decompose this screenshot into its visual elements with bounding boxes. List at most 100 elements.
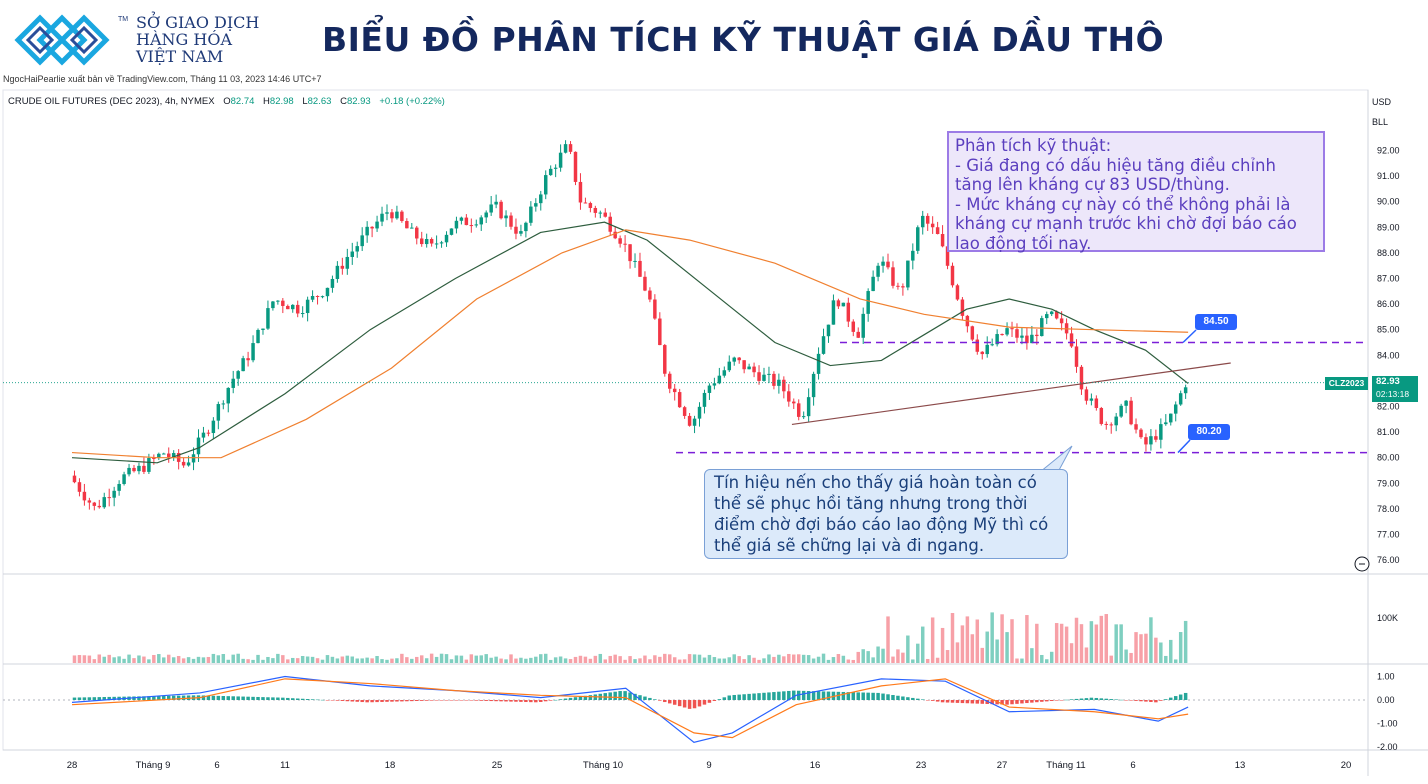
- candle-down: [568, 141, 573, 155]
- candle-up: [916, 225, 920, 254]
- candle-body: [945, 246, 950, 266]
- candle-down: [658, 312, 662, 346]
- candle-up: [697, 402, 702, 427]
- candle-body: [866, 291, 870, 314]
- histogram-bar: [454, 700, 459, 701]
- candle-down: [429, 237, 434, 247]
- candle-down: [792, 398, 796, 409]
- candle-body: [87, 500, 92, 503]
- candle-down: [623, 235, 627, 253]
- volume-bar: [975, 619, 980, 663]
- candle-body: [692, 418, 697, 426]
- volume-bar: [157, 654, 161, 663]
- candle-body: [350, 251, 355, 257]
- histogram-bar: [1025, 700, 1029, 704]
- volume-bar: [1054, 623, 1059, 663]
- histogram-bar: [955, 700, 960, 703]
- candle-down: [281, 298, 285, 314]
- candle-down: [752, 362, 756, 378]
- histogram-bar: [1010, 700, 1014, 705]
- candle-down: [1025, 327, 1029, 350]
- candle-body: [1173, 404, 1178, 414]
- candle-body: [410, 227, 414, 229]
- candle-body: [1010, 328, 1014, 330]
- candle-body: [295, 304, 300, 314]
- volume-bar: [1134, 632, 1138, 663]
- volume-bar: [246, 659, 250, 663]
- open-label: O: [223, 96, 231, 107]
- volume-bar: [410, 658, 414, 663]
- histogram-bar: [658, 700, 662, 701]
- volume-bar: [558, 656, 563, 663]
- histogram-bar: [732, 694, 736, 700]
- candle-body: [702, 392, 707, 407]
- histogram-bar: [801, 690, 806, 700]
- histogram-bar: [945, 700, 950, 703]
- candle-up: [995, 329, 999, 347]
- signal-callout: Tín hiệu nến cho thấy giá hoàn toàn có t…: [704, 469, 1068, 559]
- candle-up: [196, 429, 201, 462]
- candle-body: [474, 224, 479, 226]
- currency-button[interactable]: USD: [1372, 97, 1392, 107]
- histogram-bar: [300, 698, 305, 700]
- candle-body: [464, 217, 469, 226]
- candle-body: [782, 379, 786, 392]
- candle-body: [548, 168, 553, 176]
- candle-down: [663, 343, 667, 377]
- price-tick-label: 87.00: [1377, 274, 1400, 284]
- candle-down: [499, 199, 503, 220]
- histogram-bar: [221, 696, 226, 700]
- histogram-bar: [543, 700, 548, 702]
- candle-body: [147, 458, 151, 472]
- volume-bar: [231, 654, 235, 663]
- histogram-bar: [980, 700, 984, 704]
- candle-down: [166, 447, 171, 463]
- candle-body: [752, 366, 756, 373]
- unit-button[interactable]: BLL: [1372, 117, 1389, 127]
- candle-down: [390, 208, 394, 223]
- candle-body: [539, 194, 543, 204]
- volume-bar: [206, 656, 211, 663]
- volume-bar: [286, 659, 290, 663]
- candle-body: [792, 401, 796, 404]
- volume-bar: [211, 653, 216, 663]
- histogram-bar: [251, 696, 255, 700]
- candle-body: [340, 265, 345, 269]
- volume-bar: [792, 654, 796, 663]
- histogram-bar: [896, 695, 900, 700]
- candle-body: [97, 505, 102, 508]
- candle-up: [1020, 327, 1024, 345]
- volume-bar: [499, 658, 503, 663]
- histogram-bar: [702, 700, 707, 705]
- candle-body: [1020, 335, 1024, 338]
- histogram-bar: [623, 691, 627, 700]
- candle-down: [772, 371, 776, 390]
- histogram-bar: [687, 700, 692, 709]
- histogram-bar: [390, 700, 394, 702]
- candle-body: [524, 222, 528, 232]
- histogram-bar: [236, 696, 240, 700]
- volume-bar: [1040, 654, 1044, 663]
- candle-body: [613, 231, 617, 239]
- candle-body: [519, 231, 523, 234]
- candle-up: [712, 377, 717, 390]
- histogram-bar: [762, 692, 766, 700]
- volume-bar: [340, 656, 345, 663]
- volume-bar: [221, 653, 226, 663]
- candle-body: [72, 475, 77, 483]
- volume-bar: [821, 653, 826, 663]
- volume-bar: [950, 613, 955, 663]
- candle-down: [509, 212, 513, 230]
- candle-body: [434, 243, 439, 245]
- candle-up: [112, 486, 116, 507]
- candle-down: [742, 360, 746, 374]
- candle-down: [970, 325, 975, 342]
- candle-body: [712, 383, 717, 386]
- histogram-bar: [672, 700, 677, 705]
- candle-body: [246, 358, 250, 361]
- candle-body: [911, 250, 915, 261]
- volume-bar: [166, 654, 171, 663]
- histogram-bar: [826, 691, 831, 700]
- candle-body: [603, 212, 607, 217]
